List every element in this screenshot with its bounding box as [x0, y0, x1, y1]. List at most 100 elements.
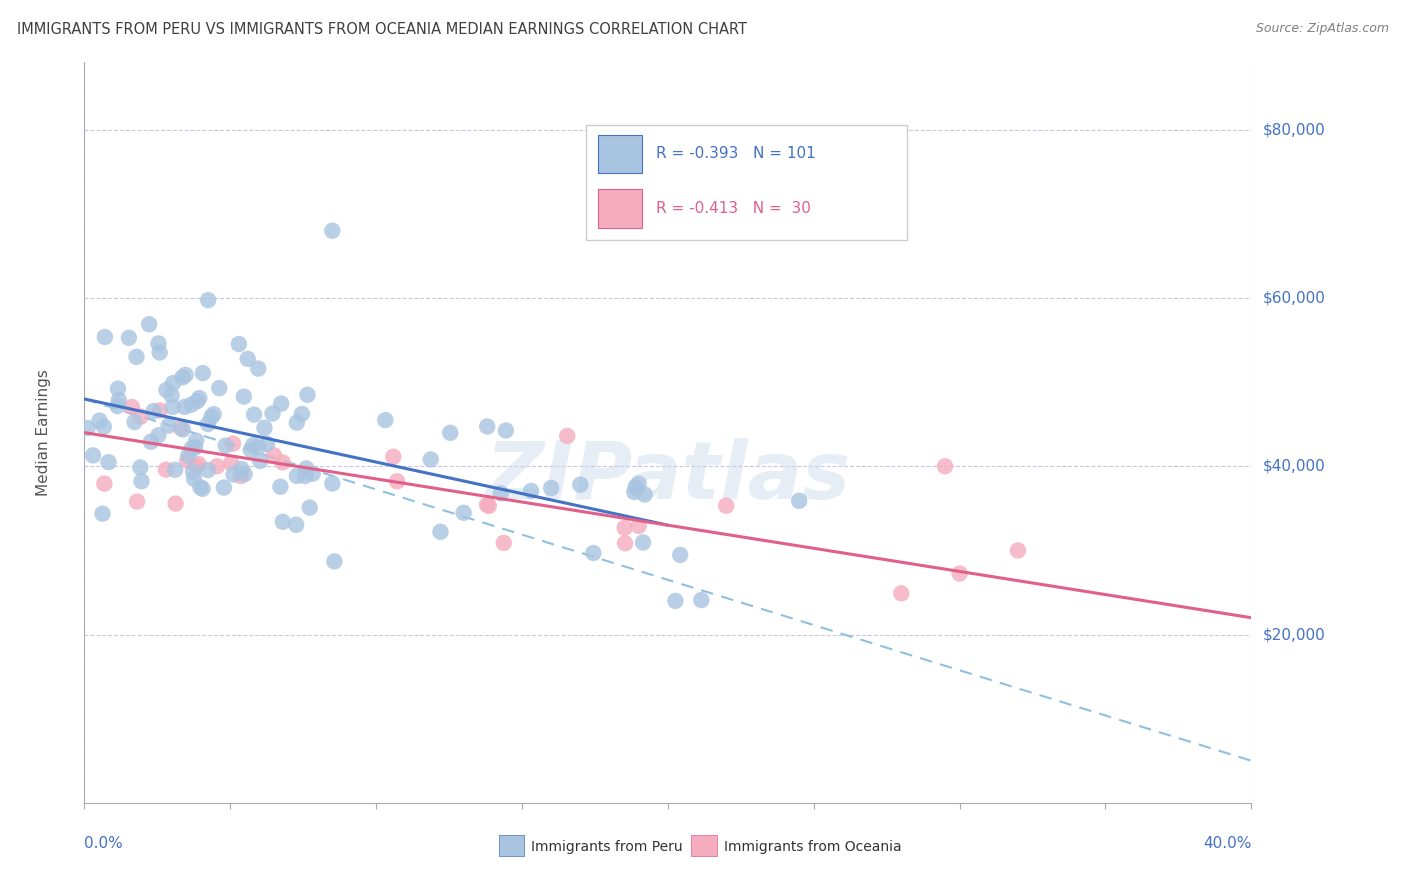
Point [125, 350, 148, 364]
Point [634, 487, 657, 501]
Text: $40,000: $40,000 [1263, 458, 1326, 474]
Point [107, 382, 129, 396]
Point [172, 422, 194, 436]
Point [690, 593, 713, 607]
Point [157, 418, 180, 433]
Point [107, 399, 129, 413]
Point [787, 493, 810, 508]
Point [148, 428, 170, 442]
Point [269, 480, 291, 494]
Point [186, 434, 208, 448]
Point [419, 452, 441, 467]
Point [256, 437, 278, 451]
FancyBboxPatch shape [598, 135, 643, 173]
Point [222, 467, 245, 482]
Point [1007, 543, 1029, 558]
Point [297, 388, 319, 402]
Point [215, 439, 238, 453]
Point [249, 454, 271, 468]
Point [323, 554, 346, 568]
Point [149, 345, 172, 359]
Point [184, 441, 207, 455]
Point [82, 449, 104, 463]
Point [263, 448, 285, 462]
Point [478, 499, 501, 513]
Point [385, 475, 408, 489]
Point [190, 480, 212, 494]
Point [890, 586, 912, 600]
FancyBboxPatch shape [586, 126, 907, 240]
Point [155, 463, 177, 477]
Text: Immigrants from Peru: Immigrants from Peru [531, 840, 683, 855]
Text: $80,000: $80,000 [1263, 122, 1326, 137]
Point [243, 408, 266, 422]
Point [97, 455, 120, 469]
Point [127, 494, 149, 508]
Point [295, 461, 318, 475]
Point [475, 498, 498, 512]
Point [614, 536, 637, 550]
Point [239, 442, 262, 457]
Point [197, 417, 219, 431]
Point [188, 391, 211, 405]
Point [129, 409, 152, 424]
Point [181, 465, 204, 479]
Point [191, 482, 214, 496]
Point [233, 467, 256, 482]
Point [165, 463, 187, 477]
Point [184, 458, 207, 473]
Point [294, 469, 316, 483]
Text: R = -0.393   N = 101: R = -0.393 N = 101 [657, 146, 815, 161]
Point [271, 515, 294, 529]
Point [382, 450, 405, 464]
Point [631, 535, 654, 549]
Point [285, 517, 308, 532]
Point [202, 407, 225, 421]
Point [623, 485, 645, 500]
Point [228, 337, 250, 351]
Point [155, 383, 177, 397]
Point [242, 438, 264, 452]
Point [212, 481, 235, 495]
Point [129, 460, 152, 475]
Point [191, 366, 214, 380]
Point [139, 434, 162, 449]
Point [716, 499, 738, 513]
Point [208, 381, 231, 395]
Point [162, 376, 184, 391]
Point [197, 293, 219, 307]
Point [934, 459, 956, 474]
Point [94, 330, 117, 344]
Point [93, 476, 115, 491]
Point [118, 331, 141, 345]
Point [187, 457, 209, 471]
Point [229, 469, 252, 483]
Point [231, 462, 253, 476]
Point [453, 506, 475, 520]
FancyBboxPatch shape [499, 836, 524, 856]
Point [236, 351, 259, 366]
Point [285, 469, 308, 483]
Text: IMMIGRANTS FROM PERU VS IMMIGRANTS FROM OCEANIA MEDIAN EARNINGS CORRELATION CHAR: IMMIGRANTS FROM PERU VS IMMIGRANTS FROM … [17, 22, 747, 37]
Point [76, 421, 98, 435]
Point [138, 318, 160, 332]
Point [520, 483, 543, 498]
Point [321, 476, 343, 491]
Point [613, 521, 636, 535]
Point [540, 481, 562, 495]
Point [232, 390, 254, 404]
Point [439, 425, 461, 440]
Point [285, 416, 308, 430]
Point [172, 370, 194, 384]
Point [301, 467, 323, 481]
Text: 0.0%: 0.0% [84, 836, 124, 851]
Point [222, 436, 245, 450]
Point [627, 476, 650, 491]
Point [949, 566, 972, 581]
Point [149, 403, 172, 417]
Point [429, 524, 451, 539]
Point [162, 400, 184, 414]
Point [669, 548, 692, 562]
Point [160, 388, 183, 402]
Point [321, 224, 343, 238]
